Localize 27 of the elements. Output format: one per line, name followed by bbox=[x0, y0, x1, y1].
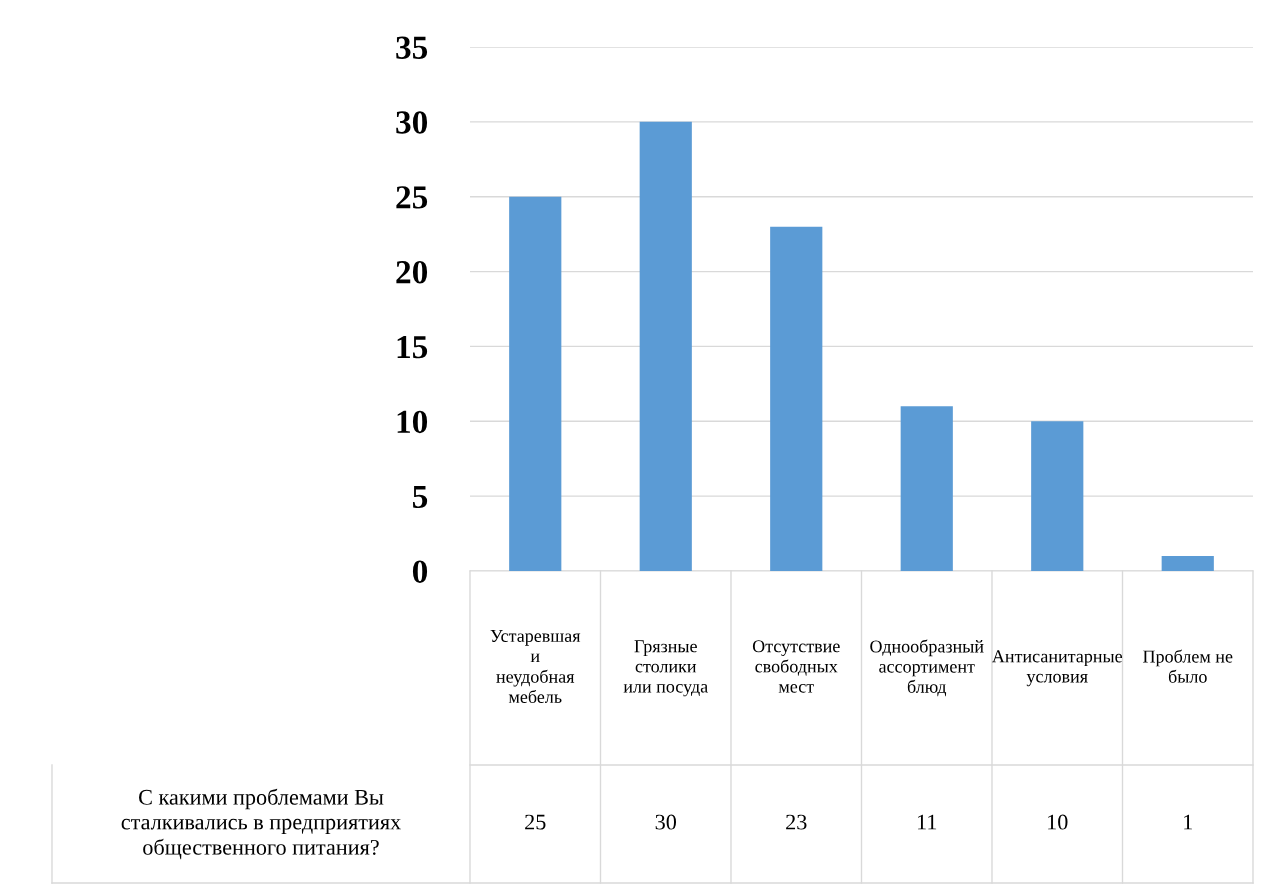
x-tick-label: Однообразный ассортимент блюд bbox=[870, 639, 984, 697]
x-tick-label: Антисанитарные условия bbox=[992, 650, 1123, 687]
y-tick-label: 15 bbox=[397, 335, 428, 359]
y-tick-label: 30 bbox=[396, 111, 428, 134]
data-label: 11 bbox=[918, 814, 937, 830]
data-label: 30 bbox=[655, 814, 677, 830]
data-label: 1 bbox=[1184, 814, 1192, 830]
y-tick-label: 20 bbox=[396, 260, 428, 284]
x-tick-label: Проблем не было bbox=[1143, 649, 1233, 683]
bar bbox=[1031, 421, 1084, 571]
x-tick-label: Грязные столики или посуда bbox=[623, 640, 708, 697]
y-tick-label: 35 bbox=[396, 36, 428, 59]
bar bbox=[509, 196, 562, 571]
y-tick-label: 5 bbox=[413, 485, 428, 509]
data-label: 10 bbox=[1048, 814, 1068, 830]
y-tick-label: 10 bbox=[397, 410, 428, 434]
data-label: 25 bbox=[525, 814, 546, 830]
y-tick-label: 25 bbox=[396, 186, 428, 209]
bar bbox=[770, 226, 823, 571]
bar bbox=[900, 406, 953, 571]
bar bbox=[1161, 556, 1214, 571]
x-tick-label: Устаревшая и неудобная мебель bbox=[490, 630, 581, 703]
y-tick-label: 0 bbox=[412, 560, 428, 583]
text: С какими проблемами Вы сталкивались в предприятиях общественного питания? bbox=[121, 788, 401, 860]
x-tick-label: Отсутствие свободных мест bbox=[752, 640, 840, 693]
bar bbox=[639, 121, 692, 571]
data-label: 23 bbox=[786, 814, 807, 830]
